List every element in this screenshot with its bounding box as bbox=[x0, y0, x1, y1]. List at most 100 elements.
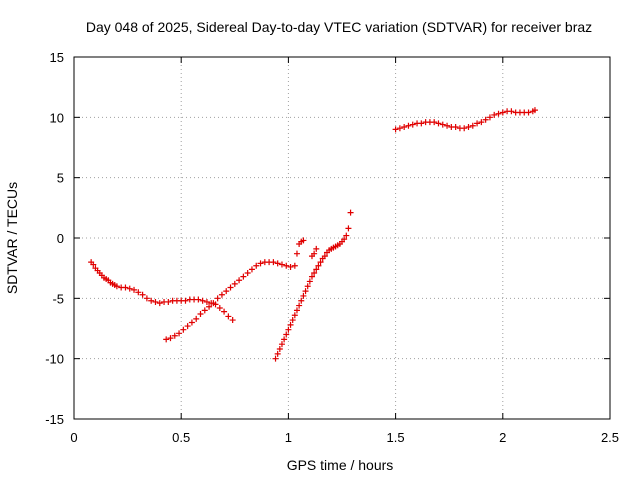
data-point bbox=[347, 209, 354, 216]
data-point bbox=[281, 336, 288, 343]
x-tick-label: 2 bbox=[499, 430, 506, 445]
data-point bbox=[469, 122, 476, 129]
data-point bbox=[278, 341, 285, 348]
data-point bbox=[240, 273, 247, 280]
data-point bbox=[508, 108, 515, 115]
data-point bbox=[229, 317, 236, 324]
data-point bbox=[253, 262, 260, 269]
data-point bbox=[465, 123, 472, 130]
data-point bbox=[300, 292, 307, 299]
data-point bbox=[317, 259, 324, 266]
y-tick-label: -15 bbox=[45, 412, 64, 427]
data-point bbox=[285, 326, 292, 333]
data-point bbox=[276, 346, 283, 353]
y-tick-label: -5 bbox=[52, 291, 64, 306]
data-point bbox=[210, 300, 217, 307]
y-tick-label: 15 bbox=[50, 50, 64, 65]
data-point bbox=[152, 298, 159, 305]
data-point bbox=[409, 121, 416, 128]
data-point bbox=[287, 263, 294, 270]
data-point bbox=[435, 120, 442, 127]
data-point bbox=[131, 286, 138, 293]
data-point bbox=[343, 232, 350, 239]
data-point bbox=[313, 245, 320, 252]
data-point bbox=[291, 312, 298, 319]
data-point bbox=[135, 289, 142, 296]
data-point bbox=[431, 119, 438, 126]
data-point bbox=[304, 283, 311, 290]
y-tick-label: 10 bbox=[50, 110, 64, 125]
data-point bbox=[439, 121, 446, 128]
y-axis-ticks: -15 -10 -5 0 5 10 15 bbox=[45, 50, 610, 427]
gridlines bbox=[74, 57, 610, 419]
data-point bbox=[311, 250, 318, 257]
data-point bbox=[188, 319, 195, 326]
x-axis-label: GPS time / hours bbox=[287, 457, 394, 473]
data-point bbox=[272, 355, 279, 362]
data-point bbox=[257, 260, 264, 267]
data-point bbox=[491, 111, 498, 118]
x-tick-label: 1.5 bbox=[387, 430, 405, 445]
data-point bbox=[203, 298, 210, 305]
data-point bbox=[221, 308, 228, 315]
data-point bbox=[293, 307, 300, 314]
data-point bbox=[315, 262, 322, 269]
data-point bbox=[482, 116, 489, 123]
data-point bbox=[313, 266, 320, 273]
y-tick-label: 5 bbox=[57, 171, 64, 186]
data-point bbox=[525, 109, 532, 116]
data-point bbox=[180, 326, 187, 333]
data-point bbox=[306, 278, 313, 285]
data-point bbox=[474, 120, 481, 127]
data-point bbox=[444, 122, 451, 129]
data-point bbox=[165, 298, 172, 305]
data-point bbox=[167, 335, 174, 342]
data-point bbox=[201, 307, 208, 314]
data-point bbox=[278, 261, 285, 268]
x-tick-label: 2.5 bbox=[601, 430, 619, 445]
data-point bbox=[298, 297, 305, 304]
data-point bbox=[171, 332, 178, 339]
data-point bbox=[418, 120, 425, 127]
data-point bbox=[248, 266, 255, 273]
x-tick-label: 1 bbox=[285, 430, 292, 445]
data-point bbox=[293, 250, 300, 257]
data-point bbox=[274, 350, 281, 357]
data-point bbox=[486, 114, 493, 121]
data-point bbox=[139, 291, 146, 298]
data-point bbox=[341, 236, 348, 243]
data-point bbox=[225, 313, 232, 320]
data-point bbox=[495, 110, 502, 117]
data-point bbox=[405, 122, 412, 129]
data-point bbox=[401, 123, 408, 130]
data-point bbox=[274, 260, 281, 267]
data-point bbox=[143, 295, 150, 302]
data-point bbox=[396, 125, 403, 132]
data-point bbox=[531, 107, 538, 114]
data-point bbox=[223, 288, 230, 295]
y-tick-label: -10 bbox=[45, 352, 64, 367]
y-tick-label: 0 bbox=[57, 231, 64, 246]
chart-title: Day 048 of 2025, Sidereal Day-to-day VTE… bbox=[86, 19, 592, 35]
data-point bbox=[478, 119, 485, 126]
data-point bbox=[283, 331, 290, 338]
data-point bbox=[231, 280, 238, 287]
data-point bbox=[163, 336, 170, 343]
data-point bbox=[156, 300, 163, 307]
data-point bbox=[197, 311, 204, 318]
data-point bbox=[184, 323, 191, 330]
data-point bbox=[90, 261, 97, 268]
data-point bbox=[287, 321, 294, 328]
data-point bbox=[270, 259, 277, 266]
data-point bbox=[122, 284, 129, 291]
y-axis-label: SDTVAR / TECUs bbox=[4, 182, 20, 294]
data-point bbox=[283, 262, 290, 269]
data-point bbox=[244, 269, 251, 276]
x-axis-ticks: 0 0.5 1 1.5 2 2.5 bbox=[70, 57, 619, 445]
data-point bbox=[302, 288, 309, 295]
data-point bbox=[206, 303, 213, 310]
data-point bbox=[182, 297, 189, 304]
data-point bbox=[296, 302, 303, 309]
data-point bbox=[308, 273, 315, 280]
data-point bbox=[300, 237, 307, 244]
